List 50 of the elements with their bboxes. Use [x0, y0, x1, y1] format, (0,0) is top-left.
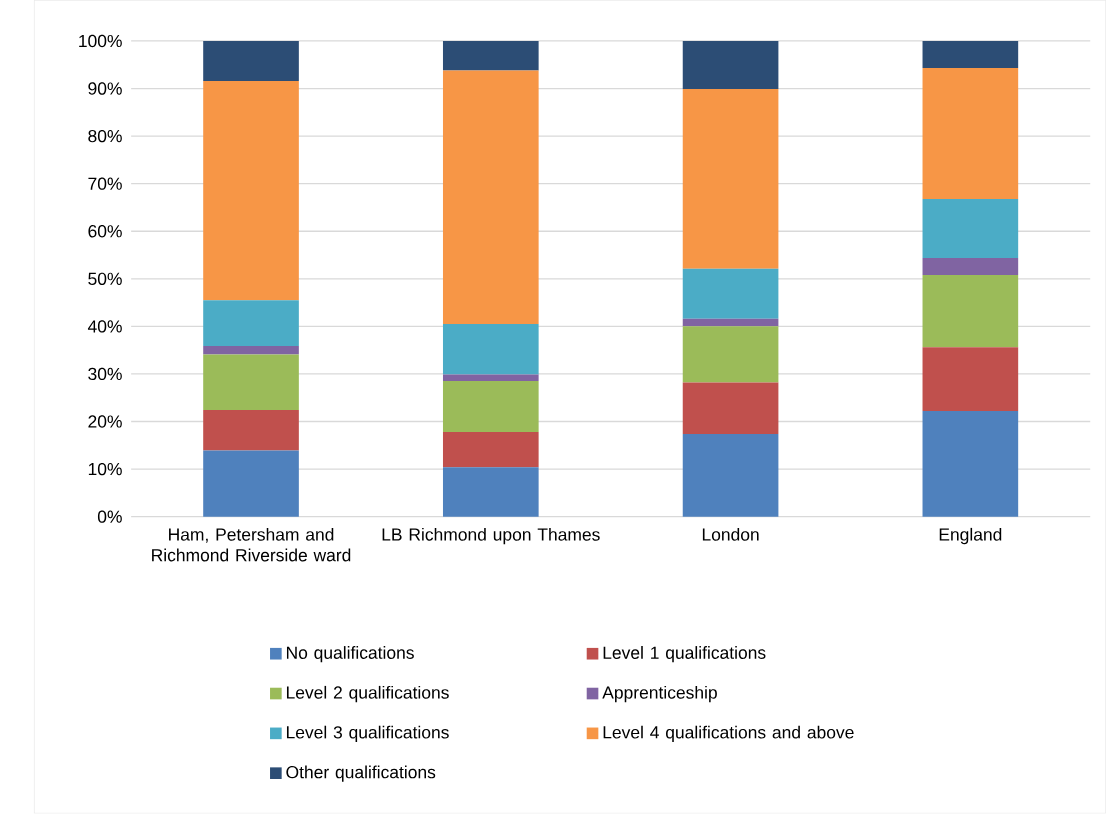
x-tick-label: London	[702, 528, 759, 541]
y-tick-label: 40%	[87, 320, 122, 333]
y-tick-label: 80%	[88, 130, 122, 143]
bar	[922, 411, 1019, 517]
bar	[442, 324, 539, 375]
legend-label: Level 4 qualifications and above	[603, 725, 854, 743]
legend-label: Apprenticeship	[602, 686, 717, 703]
y-tick-label: 10%	[88, 463, 122, 476]
x-tick-label: England	[939, 528, 1002, 545]
bar	[442, 374, 539, 382]
x-tick-label: LB Richmond upon Thames	[382, 528, 600, 545]
bar	[203, 410, 299, 451]
bar	[922, 41, 1019, 69]
bar	[442, 467, 539, 517]
bar	[442, 381, 539, 433]
bar	[922, 199, 1019, 259]
bar	[203, 41, 299, 82]
bar	[922, 275, 1019, 348]
legend-label: No qualifications	[286, 646, 414, 663]
bar	[442, 41, 539, 71]
y-tick-label: 30%	[88, 367, 122, 381]
bar	[682, 89, 779, 270]
bar	[442, 70, 539, 325]
bar	[682, 318, 779, 327]
y-tick-label: 60%	[88, 225, 122, 238]
bar	[682, 326, 779, 383]
legend-label: Level 1 qualifications	[603, 646, 766, 663]
bar	[922, 258, 1019, 276]
legend-label: Other qualifications	[286, 765, 436, 783]
bar	[203, 354, 299, 411]
bar	[203, 81, 299, 301]
x-tick-label: Ham, Petersham and Richmond Riverside ward	[152, 528, 351, 562]
y-tick-label: 70%	[88, 177, 122, 191]
bar	[682, 382, 779, 435]
y-tick-label: 0%	[97, 510, 122, 524]
bar	[203, 346, 299, 355]
y-tick-label: 100%	[79, 35, 122, 48]
y-tick-label: 20%	[88, 415, 122, 428]
y-tick-label: 50%	[88, 272, 122, 286]
bar	[442, 432, 539, 468]
y-tick-label: 90%	[88, 82, 122, 95]
bar	[203, 450, 299, 517]
bar	[203, 300, 299, 347]
bar	[922, 68, 1019, 200]
bar	[922, 347, 1019, 412]
bar	[682, 269, 779, 319]
legend-label: Level 3 qualifications	[286, 725, 449, 743]
legend-label: Level 2 qualifications	[286, 686, 449, 703]
bar	[682, 434, 779, 517]
bar	[682, 41, 779, 90]
